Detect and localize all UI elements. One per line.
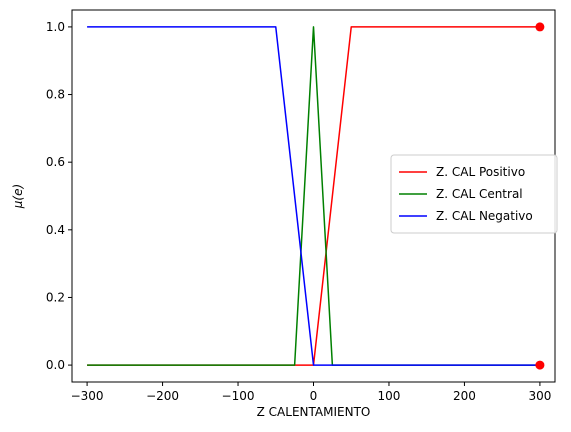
- x-tick-label-2: −100: [222, 389, 255, 403]
- x-axis-label: Z CALENTAMIENTO: [257, 405, 371, 419]
- x-tick-label-6: 300: [528, 389, 551, 403]
- data-point-marker-0: [535, 22, 545, 32]
- y-tick-label-2: 0.4: [46, 223, 65, 237]
- x-tick-label-4: 100: [378, 389, 401, 403]
- legend: Z. CAL Positivo Z. CAL Central Z. CAL Nega…: [390, 154, 558, 234]
- y-tick-label-0: 0.0: [46, 358, 65, 372]
- legend-box: [390, 154, 558, 234]
- axis-ticks: −300 −200 −100 0 100 200 300 0.0 0.2 0.4 0.6 0.8 1.0: [46, 20, 551, 403]
- y-tick-label-4: 0.8: [46, 88, 65, 102]
- x-tick-label-3: 0: [310, 389, 318, 403]
- legend-label-1: Z. CAL Central: [436, 187, 523, 201]
- x-tick-label-5: 200: [453, 389, 476, 403]
- legend-label-2: Z. CAL Negativo: [436, 209, 533, 223]
- plot-area: [87, 22, 545, 370]
- y-tick-label-5: 1.0: [46, 20, 65, 34]
- legend-label-0: Z. CAL Positivo: [436, 165, 525, 179]
- y-tick-label-3: 0.6: [46, 155, 65, 169]
- x-tick-label-1: −200: [146, 389, 179, 403]
- data-point-marker-1: [535, 360, 545, 370]
- y-tick-label-1: 0.2: [46, 290, 65, 304]
- y-axis-label: μ(e): [11, 184, 25, 209]
- x-tick-label-0: −300: [71, 389, 104, 403]
- series-line-2: [87, 26, 540, 366]
